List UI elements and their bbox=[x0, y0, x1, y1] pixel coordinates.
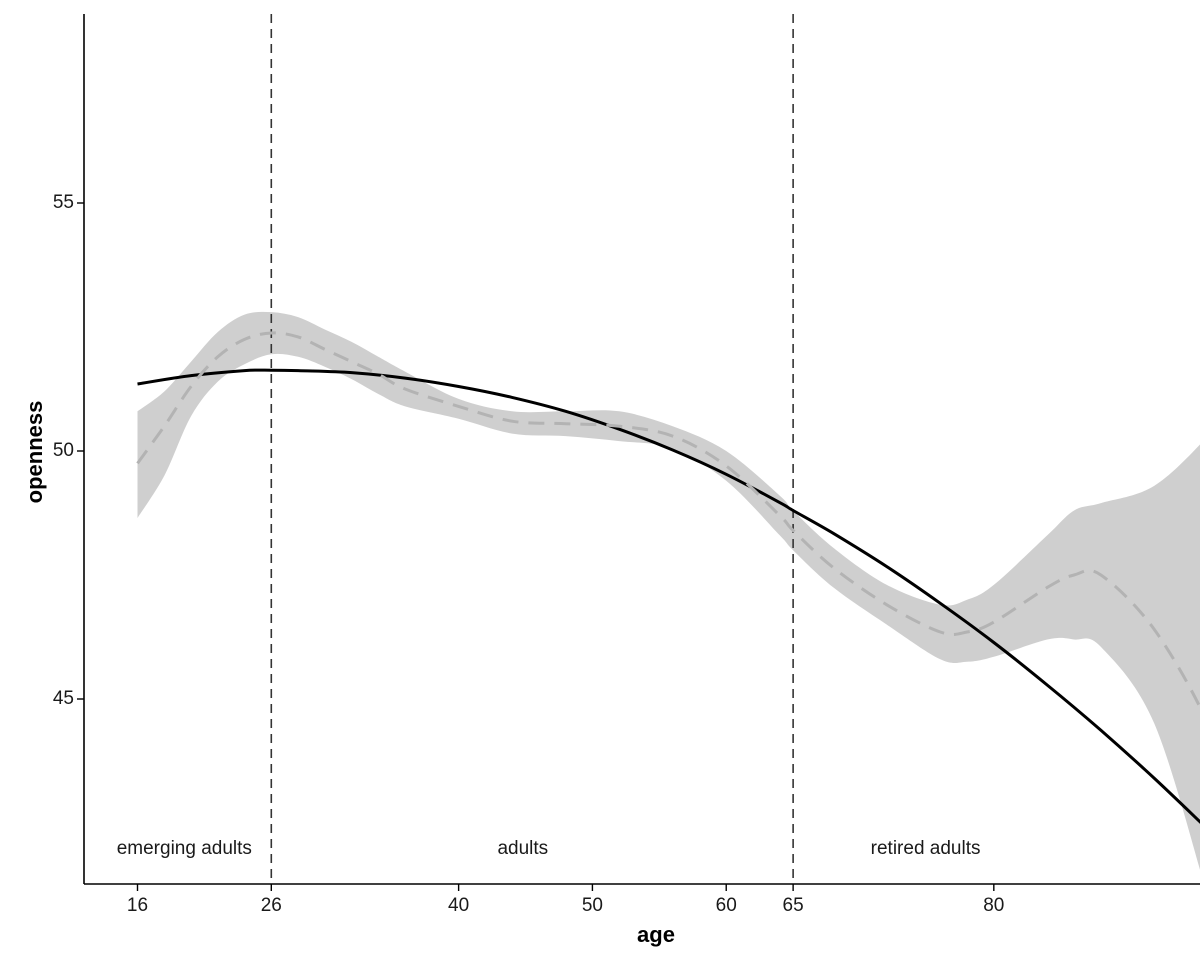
x-tick-label: 40 bbox=[448, 895, 469, 916]
x-tick-label: 80 bbox=[983, 895, 1004, 916]
phase-label: emerging adults bbox=[117, 838, 252, 859]
y-tick-label: 50 bbox=[53, 440, 74, 461]
confidence-band bbox=[137, 311, 1200, 870]
y-tick-label: 45 bbox=[53, 688, 74, 709]
smooth-fit-line bbox=[136, 331, 1200, 711]
x-tick-label: 50 bbox=[582, 895, 603, 916]
x-tick-label: 65 bbox=[783, 895, 804, 916]
x-tick-label: 60 bbox=[716, 895, 737, 916]
x-tick-label: 26 bbox=[261, 895, 282, 916]
quadratic-fit-line bbox=[137, 368, 1200, 824]
y-tick-label: 55 bbox=[53, 192, 74, 213]
x-axis-title: age bbox=[637, 922, 675, 947]
phase-label: retired adults bbox=[871, 838, 981, 859]
phase-label: adults bbox=[497, 838, 548, 859]
y-axis-title: openness bbox=[22, 401, 47, 504]
x-tick-label: 16 bbox=[127, 895, 148, 916]
